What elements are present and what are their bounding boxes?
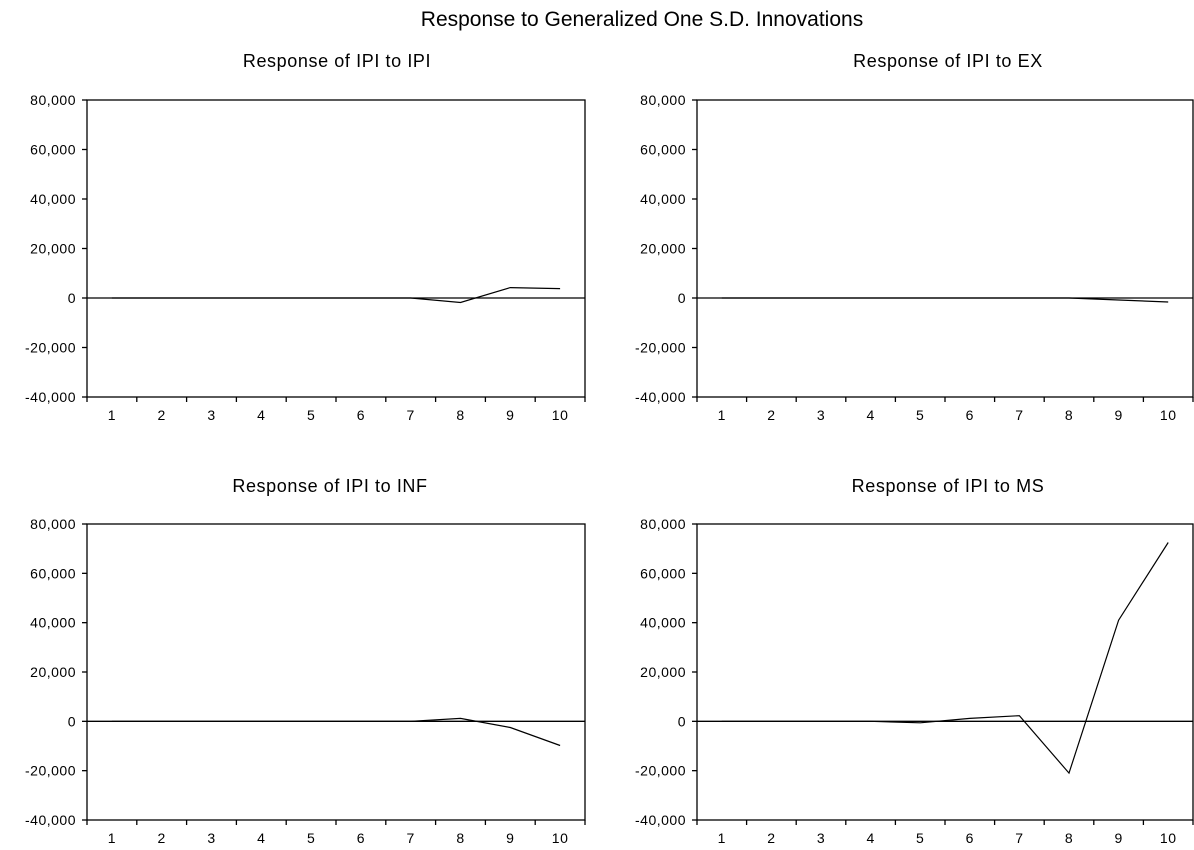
x-tick-label: 9	[506, 407, 514, 423]
response-line-ipi-to-inf	[111, 717, 561, 747]
x-tick-label: 5	[916, 830, 924, 846]
y-tick-label: 80,000	[30, 516, 76, 532]
y-tick-label: 60,000	[30, 565, 76, 581]
x-tick-label: 8	[456, 407, 464, 423]
x-tick-label: 6	[357, 407, 365, 423]
y-tick-label: 60,000	[640, 565, 686, 581]
y-tick-label: -20,000	[25, 763, 76, 779]
panel-ipi-to-ms: Response of IPI to MS 80,000 60,000 40,000…	[635, 476, 1194, 846]
panel-ipi-to-inf: Response of IPI to INF 80,000 60,000 40,00…	[25, 476, 586, 846]
y-tick-label: 20,000	[30, 241, 76, 257]
x-tick-label: 1	[718, 830, 726, 846]
response-line-ipi-to-ex	[721, 297, 1169, 303]
x-tick-label: 8	[1065, 830, 1073, 846]
y-tick-label: 60,000	[30, 142, 76, 158]
plot-frame-ipi-to-inf	[86, 523, 586, 821]
x-tick-label: 2	[158, 407, 166, 423]
panel-title-ipi-to-ex: Response of IPI to EX	[853, 51, 1043, 71]
y-tick-label: 40,000	[640, 615, 686, 631]
y-tick-label: -40,000	[25, 812, 76, 828]
response-line-ipi-to-ipi	[111, 286, 561, 304]
x-tick-label: 3	[207, 407, 215, 423]
x-tick-label: 4	[866, 830, 874, 846]
x-tick-label: 3	[207, 830, 215, 846]
x-tick-label: 6	[357, 830, 365, 846]
panel-ipi-to-ex: Response of IPI to EX 80,000 60,000 40,000…	[635, 51, 1194, 423]
y-tick-label: 60,000	[640, 142, 686, 158]
y-tick-label: 0	[678, 713, 686, 729]
x-tick-label: 10	[552, 407, 569, 423]
x-tick-label: 5	[916, 407, 924, 423]
x-tick-label: 10	[552, 830, 569, 846]
x-tick-label: 6	[966, 830, 974, 846]
x-tick-label: 8	[1065, 407, 1073, 423]
y-tick-label: 20,000	[640, 241, 686, 257]
x-tick-label: 7	[407, 830, 415, 846]
panel-title-ipi-to-inf: Response of IPI to INF	[232, 476, 427, 496]
panel-title-ipi-to-ms: Response of IPI to MS	[852, 476, 1045, 496]
x-tick-label: 3	[817, 407, 825, 423]
x-tick-label: 8	[456, 830, 464, 846]
x-tick-label: 2	[767, 830, 775, 846]
x-tick-label: 7	[1015, 407, 1023, 423]
x-tick-label: 5	[307, 407, 315, 423]
y-tick-label: -40,000	[635, 812, 686, 828]
x-tick-label: 7	[1015, 830, 1023, 846]
y-tick-label: -20,000	[635, 763, 686, 779]
x-tick-label: 1	[108, 407, 116, 423]
y-tick-label: 40,000	[30, 191, 76, 207]
x-tick-label: 1	[718, 407, 726, 423]
x-tick-label: 10	[1160, 407, 1177, 423]
x-tick-label: 9	[1114, 407, 1122, 423]
response-line-ipi-to-ms	[721, 542, 1169, 775]
y-tick-label: 80,000	[640, 92, 686, 108]
x-tick-label: 4	[257, 407, 265, 423]
y-tick-label: 40,000	[30, 615, 76, 631]
y-tick-label: 80,000	[30, 92, 76, 108]
x-tick-label: 7	[407, 407, 415, 423]
y-tick-label: -40,000	[635, 389, 686, 405]
x-tick-label: 2	[158, 830, 166, 846]
y-tick-label: 20,000	[30, 664, 76, 680]
x-tick-label: 3	[817, 830, 825, 846]
y-tick-label: 0	[68, 713, 76, 729]
x-tick-label: 5	[307, 830, 315, 846]
x-tick-label: 4	[866, 407, 874, 423]
panel-title-ipi-to-ipi: Response of IPI to IPI	[243, 51, 431, 71]
plot-frame-ipi-to-ipi	[86, 99, 586, 398]
y-tick-label: 0	[678, 290, 686, 306]
plot-frame-ipi-to-ms	[696, 523, 1194, 821]
panel-ipi-to-ipi: Response of IPI to IPI 80,000 60,000 40,00…	[25, 51, 586, 423]
x-tick-label: 1	[108, 830, 116, 846]
y-tick-label: 20,000	[640, 664, 686, 680]
x-tick-label: 10	[1160, 830, 1177, 846]
y-tick-label: -20,000	[635, 340, 686, 356]
y-tick-label: 80,000	[640, 516, 686, 532]
y-tick-label: 40,000	[640, 191, 686, 207]
x-tick-label: 9	[1114, 830, 1122, 846]
x-tick-label: 9	[506, 830, 514, 846]
x-tick-label: 2	[767, 407, 775, 423]
x-tick-label: 6	[966, 407, 974, 423]
figure-title: Response to Generalized One S.D. Innovat…	[421, 8, 863, 31]
plot-frame-ipi-to-ex	[696, 99, 1194, 398]
y-tick-label: -40,000	[25, 389, 76, 405]
y-tick-label: -20,000	[25, 340, 76, 356]
x-tick-label: 4	[257, 830, 265, 846]
y-tick-label: 0	[68, 290, 76, 306]
